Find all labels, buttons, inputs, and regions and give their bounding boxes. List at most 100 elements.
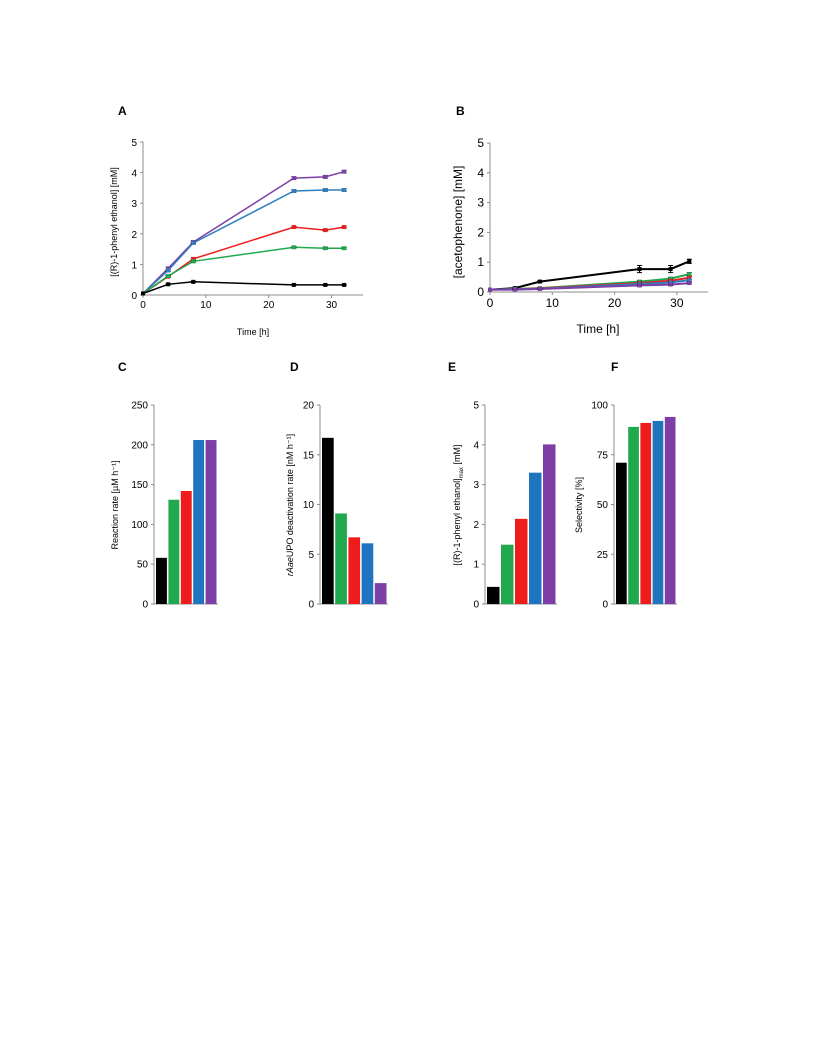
data-point: [342, 246, 347, 251]
panel-E: E 0 1 2 3 4 5 [(R)-1-phenyl ethanol]max [mM]: [448, 360, 557, 611]
y-axis-label: [(R)-1-phenyl ethanol] [mM]: [109, 167, 119, 277]
bar-red: [180, 490, 192, 604]
data-point: [488, 287, 492, 292]
panel-C: C 0 50 100 150 200 250 Reaction rate [µM h⁻¹]: [110, 360, 218, 611]
data-point: [141, 291, 145, 296]
y-tick-label: 5: [308, 550, 314, 561]
y-tick-label: 0: [142, 600, 148, 611]
y-tick-label: 0: [602, 600, 608, 611]
data-point: [291, 282, 296, 287]
data-point: [342, 169, 347, 174]
y-tick-label: 0: [131, 291, 137, 302]
x-tick-label: 0: [140, 300, 146, 311]
y-tick-label: 2: [473, 520, 479, 531]
data-point: [323, 188, 328, 193]
bar-blue: [652, 420, 664, 604]
x-axis-label: Time [h]: [577, 322, 620, 336]
y-tick-label: 150: [131, 480, 148, 491]
series-line: [490, 282, 690, 291]
y-tick-label: 4: [131, 169, 137, 180]
y-tick-label: 2: [131, 230, 137, 241]
data-point: [637, 267, 642, 272]
x-tick-label: 20: [263, 300, 275, 311]
x-tick-label: 0: [487, 296, 494, 310]
panel-B: B 0 1 2 3 4 5 0 10 20 30 Time [h] [acetophenone] [mM…: [451, 104, 708, 336]
x-tick-label: 10: [200, 300, 212, 311]
bar-black: [616, 462, 627, 604]
series-line: [142, 281, 345, 295]
data-point: [166, 282, 171, 287]
data-point: [191, 259, 196, 264]
y-tick-label: 4: [473, 440, 479, 451]
data-point: [191, 279, 196, 284]
panel-letter: C: [118, 360, 127, 374]
bar-green: [168, 499, 180, 604]
y-tick-label: 4: [477, 166, 484, 180]
y-tick-label: 1: [131, 260, 137, 271]
x-tick-label: 30: [326, 300, 338, 311]
y-axis-label-italic: rAae: [285, 557, 295, 576]
panel-letter: D: [290, 360, 299, 374]
y-axis-label-sub: max: [459, 467, 465, 478]
bar-blue: [193, 440, 205, 604]
data-point: [166, 268, 171, 273]
series-line: [142, 246, 345, 295]
data-point: [323, 228, 328, 233]
data-point: [668, 276, 673, 281]
data-point: [166, 266, 171, 271]
y-tick-label: 200: [131, 440, 148, 451]
y-tick-label: 3: [473, 480, 479, 491]
y-tick-label: 50: [137, 560, 149, 571]
data-point: [342, 188, 347, 193]
data-point: [291, 176, 296, 181]
data-point: [323, 246, 328, 251]
y-axis-label-unit: [mM]: [452, 445, 462, 468]
panel-letter: A: [118, 104, 127, 118]
y-tick-label: 15: [303, 450, 315, 461]
y-tick-label: 5: [477, 136, 484, 150]
data-point: [323, 174, 328, 179]
panel-D: D 0 5 10 15 20 rAaeUPO deactivation rate [nM h…: [285, 360, 388, 611]
bar-blue: [529, 472, 542, 604]
bar-purple: [205, 440, 217, 604]
y-tick-label: 1: [477, 255, 484, 269]
data-point: [342, 225, 347, 230]
series-green: [141, 245, 347, 296]
y-tick-label: 5: [131, 138, 137, 149]
y-tick-label: 250: [131, 401, 148, 412]
series-black: [141, 279, 347, 296]
series-purple: [141, 169, 347, 296]
bar-black: [322, 437, 334, 604]
data-point: [668, 280, 673, 285]
y-axis-label: Selectivity [%]: [574, 477, 584, 533]
y-tick-label: 25: [597, 550, 609, 561]
data-point: [191, 240, 196, 245]
y-tick-label: 100: [131, 520, 148, 531]
y-tick-label: 10: [303, 500, 315, 511]
y-tick-label: 20: [303, 401, 315, 412]
bar-purple: [664, 416, 676, 604]
data-point: [191, 256, 196, 261]
y-tick-label: 0: [473, 600, 479, 611]
data-point: [687, 272, 692, 277]
y-tick-label: 100: [591, 401, 608, 412]
data-point: [291, 188, 296, 193]
y-axis-label-main: [(R)-1-phenyl ethanol]: [452, 478, 462, 565]
y-axis-label: rAaeUPO deactivation rate [nM h⁻¹]: [285, 434, 295, 576]
panel-letter: E: [448, 360, 456, 374]
y-axis-label: Reaction rate [µM h⁻¹]: [110, 461, 120, 550]
data-point: [668, 282, 673, 287]
data-point: [342, 282, 347, 287]
bar-green: [628, 426, 639, 604]
y-tick-label: 3: [477, 196, 484, 210]
panel-letter: F: [611, 360, 618, 374]
data-point: [291, 245, 296, 250]
bar-purple: [543, 444, 556, 604]
data-point: [687, 278, 692, 283]
bar-black: [487, 586, 500, 604]
series-line: [142, 189, 345, 295]
panel-F: F 0 25 50 75 100 Selectivity [%]: [574, 360, 677, 611]
data-point: [291, 225, 296, 230]
data-point: [687, 275, 692, 280]
